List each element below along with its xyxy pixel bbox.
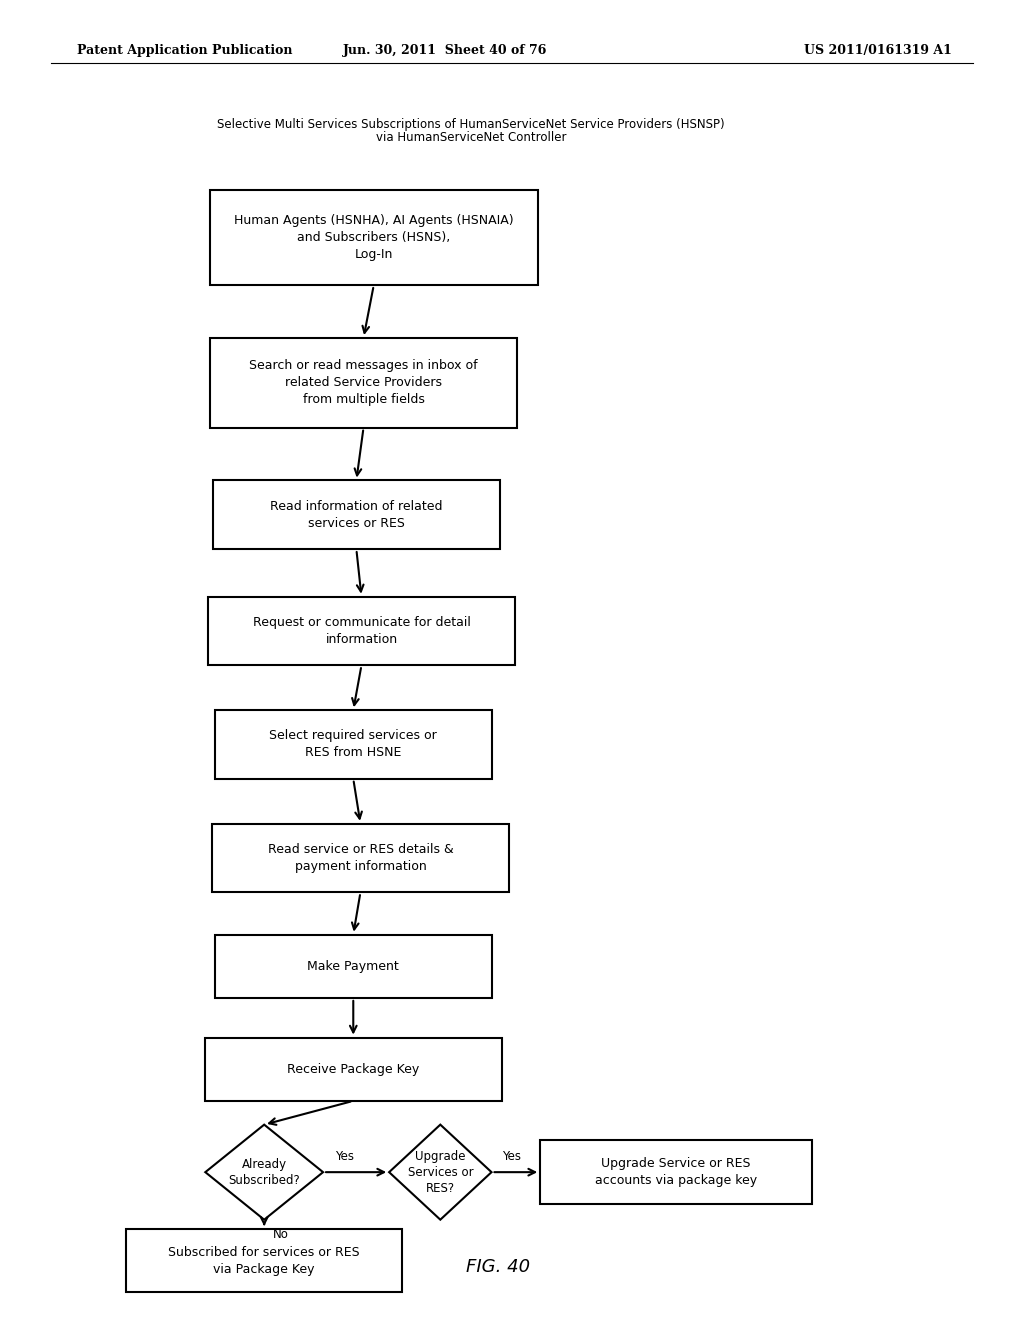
Bar (208, 597, 515, 665)
Text: Read service or RES details &
payment information: Read service or RES details & payment in… (267, 843, 454, 873)
Text: FIG. 40: FIG. 40 (466, 1258, 530, 1276)
Bar (210, 190, 538, 285)
Bar (213, 480, 500, 549)
Text: Receive Package Key: Receive Package Key (287, 1063, 420, 1076)
Bar (126, 1229, 402, 1292)
Text: Request or communicate for detail
information: Request or communicate for detail inform… (253, 616, 470, 645)
Bar (215, 710, 492, 779)
Text: Selective Multi Services Subscriptions of HumanServiceNet Service Providers (HSN: Selective Multi Services Subscriptions o… (217, 117, 725, 131)
Text: Upgrade
Services or
RES?: Upgrade Services or RES? (408, 1150, 473, 1195)
Polygon shape (205, 1125, 324, 1220)
Text: Upgrade Service or RES
accounts via package key: Upgrade Service or RES accounts via pack… (595, 1158, 757, 1187)
Text: Patent Application Publication: Patent Application Publication (77, 44, 292, 57)
Bar (210, 338, 517, 428)
Text: Yes: Yes (502, 1150, 521, 1163)
Text: Yes: Yes (336, 1150, 354, 1163)
Bar (212, 824, 509, 892)
Bar (215, 935, 492, 998)
Text: Select required services or
RES from HSNE: Select required services or RES from HSN… (269, 730, 437, 759)
Text: No: No (272, 1228, 289, 1241)
Bar (541, 1140, 812, 1204)
Text: Human Agents (HSNHA), AI Agents (HSNAIA)
and Subscribers (HSNS),
Log-In: Human Agents (HSNHA), AI Agents (HSNAIA)… (233, 214, 514, 261)
Bar (205, 1038, 502, 1101)
Text: Search or read messages in inbox of
related Service Providers
from multiple fiel: Search or read messages in inbox of rela… (249, 359, 478, 407)
Polygon shape (389, 1125, 492, 1220)
Text: Read information of related
services or RES: Read information of related services or … (270, 500, 442, 529)
Text: via HumanServiceNet Controller: via HumanServiceNet Controller (376, 131, 566, 144)
Text: Jun. 30, 2011  Sheet 40 of 76: Jun. 30, 2011 Sheet 40 of 76 (343, 44, 548, 57)
Text: Subscribed for services or RES
via Package Key: Subscribed for services or RES via Packa… (168, 1246, 360, 1275)
Text: Make Payment: Make Payment (307, 960, 399, 973)
Text: Already
Subscribed?: Already Subscribed? (228, 1158, 300, 1187)
Text: US 2011/0161319 A1: US 2011/0161319 A1 (805, 44, 952, 57)
